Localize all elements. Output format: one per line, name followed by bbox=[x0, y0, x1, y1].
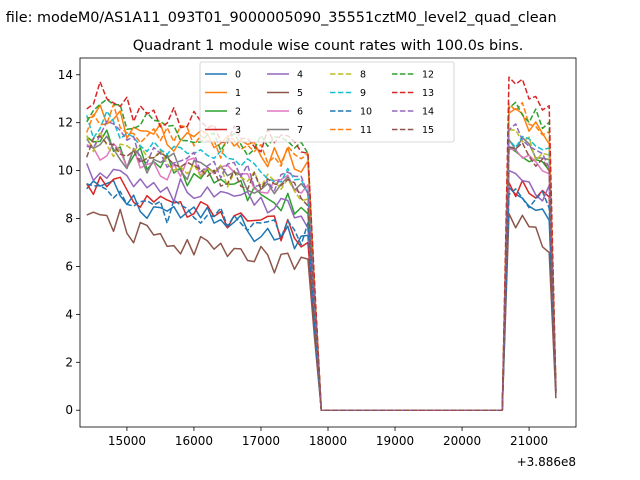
legend-label: 6 bbox=[297, 107, 303, 118]
series-layer bbox=[85, 76, 557, 411]
legend-label: 11 bbox=[360, 125, 372, 136]
y-tick-label: 8 bbox=[65, 212, 73, 226]
legend-entry-4: 4 bbox=[267, 70, 303, 81]
legend-entry-9: 9 bbox=[330, 88, 366, 99]
legend-entry-15: 15 bbox=[392, 125, 434, 136]
legend-entry-14: 14 bbox=[392, 107, 434, 118]
legend-label: 5 bbox=[297, 88, 303, 99]
legend-entry-8: 8 bbox=[330, 70, 366, 81]
legend-entry-3: 3 bbox=[205, 125, 241, 136]
legend-label: 1 bbox=[235, 88, 241, 99]
x-tick-label: 19000 bbox=[376, 434, 414, 448]
x-tick-label: 20000 bbox=[443, 434, 481, 448]
legend-label: 3 bbox=[235, 125, 241, 136]
y-axis-ticks: 0 2 4 6 8 10 12 14 bbox=[58, 68, 80, 417]
legend-entry-1: 1 bbox=[205, 88, 241, 99]
figure-suptitle: n file: modeM0/AS1A11_093T01_9000005090_… bbox=[0, 10, 557, 26]
series-line-11 bbox=[85, 101, 557, 411]
x-axis-offset-label: +3.886e8 bbox=[517, 455, 576, 469]
y-tick-label: 4 bbox=[65, 307, 73, 321]
y-tick-label: 12 bbox=[58, 116, 73, 130]
legend-label: 2 bbox=[235, 107, 241, 118]
plot-area: 15000 16000 17000 18000 19000 20000 21000 0 2 4 6… bbox=[58, 57, 577, 469]
legend-label: 14 bbox=[422, 107, 434, 118]
y-tick-label: 6 bbox=[65, 259, 73, 273]
legend-entry-0: 0 bbox=[205, 70, 241, 81]
legend-entry-2: 2 bbox=[205, 107, 241, 118]
legend-entry-10: 10 bbox=[330, 107, 372, 118]
legend-label: 12 bbox=[422, 70, 434, 81]
x-axis-ticks: 15000 16000 17000 18000 19000 20000 21000 bbox=[108, 427, 548, 448]
legend-frame bbox=[199, 61, 455, 143]
legend-entry-12: 12 bbox=[392, 70, 434, 81]
x-tick-label: 17000 bbox=[242, 434, 280, 448]
legend-entry-11: 11 bbox=[330, 125, 372, 136]
legend-label: 8 bbox=[360, 70, 366, 81]
x-tick-label: 16000 bbox=[175, 434, 213, 448]
legend-label: 13 bbox=[422, 88, 434, 99]
y-tick-label: 10 bbox=[58, 164, 73, 178]
legend-entry-5: 5 bbox=[267, 88, 303, 99]
legend-entry-13: 13 bbox=[392, 88, 434, 99]
legend-label: 0 bbox=[235, 70, 241, 81]
chart-title: Quadrant 1 module wise count rates with … bbox=[133, 38, 524, 54]
x-tick-label: 18000 bbox=[309, 434, 347, 448]
legend-label: 10 bbox=[360, 107, 372, 118]
y-tick-label: 14 bbox=[58, 68, 73, 82]
series-line-15 bbox=[85, 135, 557, 411]
legend-label: 7 bbox=[297, 125, 303, 136]
y-tick-label: 2 bbox=[65, 355, 73, 369]
x-tick-label: 15000 bbox=[108, 434, 146, 448]
x-tick-label: 21000 bbox=[510, 434, 548, 448]
legend-entry-6: 6 bbox=[267, 107, 303, 118]
legend-label: 9 bbox=[360, 88, 366, 99]
legend-entry-7: 7 bbox=[267, 125, 303, 136]
legend-label: 4 bbox=[297, 70, 303, 81]
legend-label: 15 bbox=[422, 125, 434, 136]
y-tick-label: 0 bbox=[65, 403, 73, 417]
